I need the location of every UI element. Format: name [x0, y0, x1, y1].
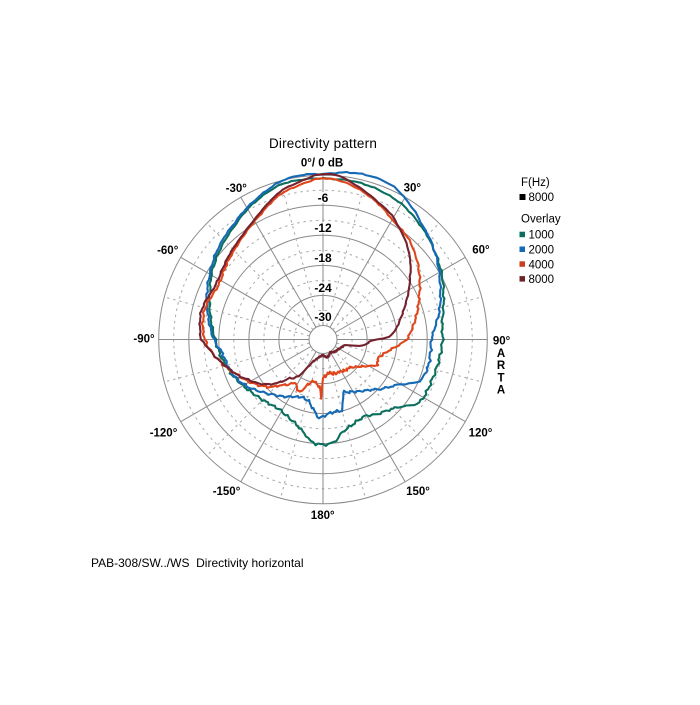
svg-text:A: A	[497, 385, 505, 397]
svg-text:A: A	[497, 348, 505, 360]
svg-text:180°: 180°	[311, 510, 335, 522]
svg-text:Overlay: Overlay	[521, 214, 561, 226]
svg-text:8000: 8000	[529, 192, 555, 204]
svg-text:-12: -12	[314, 221, 332, 235]
svg-text:R: R	[497, 360, 506, 372]
svg-text:2000: 2000	[529, 245, 555, 257]
svg-text:Directivity pattern: Directivity pattern	[269, 136, 377, 151]
svg-text:-18: -18	[314, 251, 332, 265]
svg-text:1000: 1000	[529, 230, 555, 242]
svg-text:60°: 60°	[472, 245, 490, 257]
svg-text:8000: 8000	[529, 274, 555, 286]
svg-text:150°: 150°	[406, 486, 430, 498]
svg-text:F(Hz): F(Hz)	[521, 177, 550, 189]
svg-text:-24: -24	[314, 281, 332, 295]
svg-text:T: T	[497, 372, 504, 384]
svg-text:4000: 4000	[529, 259, 555, 271]
svg-text:-150°: -150°	[213, 486, 241, 498]
svg-text:120°: 120°	[469, 428, 493, 440]
svg-text:-90°: -90°	[133, 334, 155, 346]
svg-text:PAB-308/SW../WS Directivity h: PAB-308/SW../WS Directivity horizontal	[91, 556, 304, 570]
svg-text:-120°: -120°	[150, 427, 178, 439]
svg-text:-60°: -60°	[157, 245, 179, 257]
svg-text:90°: 90°	[493, 335, 511, 347]
svg-text:30°: 30°	[404, 182, 422, 194]
svg-text:-30: -30	[314, 310, 332, 324]
svg-text:-6: -6	[318, 191, 329, 205]
svg-text:0°/ 0 dB: 0°/ 0 dB	[301, 158, 343, 170]
svg-text:-30°: -30°	[226, 183, 248, 195]
